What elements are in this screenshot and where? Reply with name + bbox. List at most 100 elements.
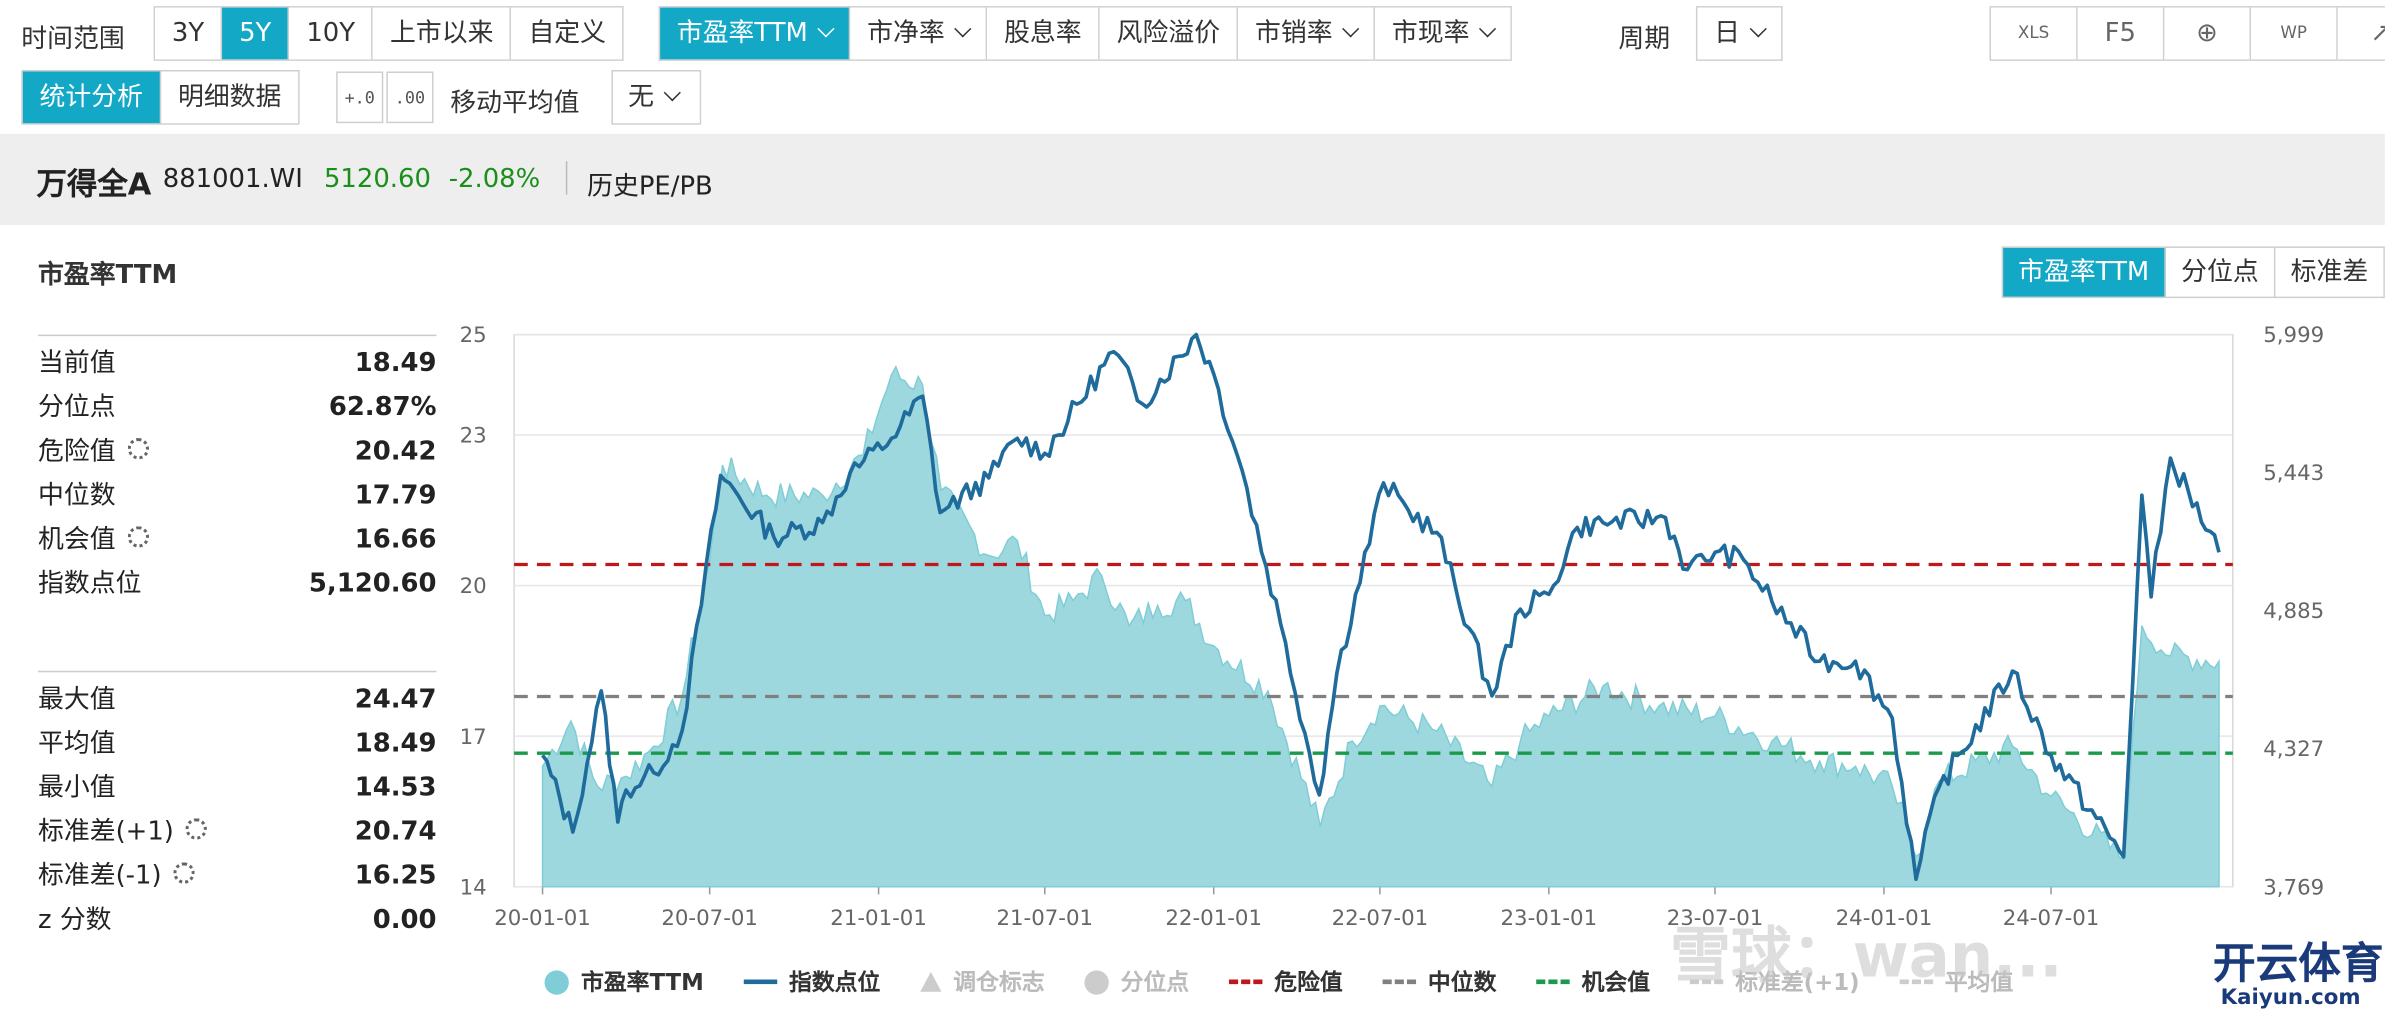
metric-button-1[interactable]: 市净率 <box>850 7 988 60</box>
x-tick-label: 21-01-01 <box>830 906 927 931</box>
gear-icon[interactable] <box>127 438 150 460</box>
wp-export-icon[interactable]: WP <box>2251 7 2338 60</box>
index-code: 881001.WI <box>162 164 303 195</box>
analysis-panel: 市盈率TTM 市盈率TTM 分位点 标准差 当前值 18.49 分位点 62.87% 危险值… <box>15 225 2385 1031</box>
stat-label: 标准差(+1) <box>38 811 208 855</box>
stat-label: 指数点位 <box>38 568 142 600</box>
legend-item[interactable]: 中位数 <box>1382 966 1496 998</box>
metric-label: 市现率 <box>1391 18 1470 49</box>
stat-label: 最大值 <box>38 684 116 715</box>
stat-row: 平均值 18.49 <box>38 722 437 766</box>
range-button-3[interactable]: 上市以来 <box>373 7 512 60</box>
stat-row: 最大值 24.47 <box>38 678 437 722</box>
legend-dash-icon <box>1899 979 1933 985</box>
legend-dash-icon <box>1382 979 1416 985</box>
range-button-4[interactable]: 自定义 <box>511 7 623 60</box>
ma-select-value[interactable]: 无 <box>612 71 700 124</box>
legend-label: 危险值 <box>1274 968 1343 997</box>
period-select-value[interactable]: 日 <box>1697 7 1782 60</box>
pe-chart: 14 17 20 23 25 3,769 4,327 4,885 5,443 5,999 20-01… <box>460 323 2325 931</box>
legend-dash-icon <box>1228 979 1263 985</box>
legend-item[interactable]: 市盈率TTM <box>544 966 704 998</box>
mode-tabs: 统计分析 明细数据 <box>21 69 300 125</box>
x-tick-label: 24-07-01 <box>2003 906 2100 931</box>
period-select[interactable]: 日 <box>1695 6 1783 61</box>
stat-row: 指数点位 5,120.60 <box>38 563 437 607</box>
time-range-label: 时间范围 <box>21 24 125 55</box>
decrease-decimal-icon[interactable]: .00 <box>386 71 434 124</box>
metric-group: 市盈率TTM 市净率 股息率 风险溢价 市销率 市现率 <box>658 6 1513 61</box>
index-line <box>541 332 2221 881</box>
xls-icon[interactable]: XLS <box>1990 7 2078 60</box>
index-header: 万得全A 881001.WI 5120.60 -2.08% 历史PE/PB <box>0 133 2385 226</box>
metric-label: 市净率 <box>867 18 945 49</box>
metric-button-5[interactable]: 市现率 <box>1375 7 1511 60</box>
stats-bottom: 最大值 24.47 平均值 18.49 最小值 14.53 标准差(+1) 20.74 标准差(… <box>38 670 437 943</box>
legend-item[interactable]: 指数点位 <box>743 966 880 998</box>
metric-button-4[interactable]: 市销率 <box>1238 7 1376 60</box>
stat-value: 20.42 <box>354 436 437 467</box>
add-icon[interactable]: ⊕ <box>2164 7 2252 60</box>
stat-value: 16.25 <box>354 860 437 892</box>
metric-button-3[interactable]: 风险溢价 <box>1099 7 1239 60</box>
range-button-2[interactable]: 10Y <box>289 7 374 60</box>
x-tick-label: 20-07-01 <box>661 906 758 931</box>
legend-line-icon <box>743 979 777 985</box>
metric-label: 股息率 <box>1004 18 1082 49</box>
mode-tab-1[interactable]: 明细数据 <box>161 71 299 124</box>
legend-item[interactable]: 标准差(+1) <box>1689 966 1860 998</box>
stat-value: 14.53 <box>354 772 437 804</box>
stat-row: 标准差(+1) 20.74 <box>38 811 437 855</box>
chevron-down-icon <box>1749 20 1767 38</box>
pe-ttm-area <box>541 365 2220 888</box>
share-icon[interactable]: ↗ <box>2337 7 2385 60</box>
range-button-1[interactable]: 5Y <box>222 7 290 60</box>
watermark-kaiyun: 开云体育 <box>2213 938 2384 989</box>
legend-item[interactable]: 调仓标志 <box>919 966 1045 998</box>
legend-item[interactable]: 平均值 <box>1899 966 2013 998</box>
chevron-down-icon <box>663 84 681 102</box>
legend-dash-icon <box>1689 979 1724 985</box>
index-change: -2.08% <box>448 164 541 195</box>
ma-select[interactable]: 无 <box>611 69 702 125</box>
chart-tab-0[interactable]: 市盈率TTM <box>2002 247 2166 297</box>
chevron-down-icon <box>954 20 972 38</box>
stat-row: 危险值 20.42 <box>38 430 437 474</box>
mode-tab-0[interactable]: 统计分析 <box>22 71 162 124</box>
increase-decimal-icon[interactable]: +.0 <box>336 71 384 124</box>
legend-item[interactable]: 危险值 <box>1228 966 1343 998</box>
stat-value: 5,120.60 <box>308 568 437 600</box>
f5-refresh-icon[interactable]: F5 <box>2077 7 2165 60</box>
metric-label: 市盈率TTM <box>676 18 808 49</box>
panel-title: 市盈率TTM <box>38 260 178 291</box>
gear-icon[interactable] <box>186 818 208 840</box>
legend-triangle-icon <box>919 971 942 992</box>
period-label: 周期 <box>1618 24 1671 55</box>
ma-label: 移动平均值 <box>450 88 580 119</box>
chart-tab-2[interactable]: 标准差 <box>2290 257 2369 288</box>
time-range-group: 3Y 5Y 10Y 上市以来 自定义 <box>153 6 625 61</box>
legend-item[interactable]: 机会值 <box>1535 966 1650 998</box>
legend-item[interactable]: 分位点 <box>1084 966 1189 998</box>
chart-tabs: 市盈率TTM 分位点 标准差 <box>2001 246 2385 299</box>
gear-icon[interactable] <box>127 526 150 548</box>
index-price: 5120.60 <box>323 164 431 195</box>
range-button-0[interactable]: 3Y <box>155 7 223 60</box>
history-pepb-link[interactable]: 历史PE/PB <box>587 171 713 203</box>
stats-top: 当前值 18.49 分位点 62.87% 危险值 20.42 中位数 17.79 机会值 16.6… <box>38 334 437 607</box>
stat-value: 24.47 <box>354 684 437 715</box>
stat-row: 机会值 16.66 <box>38 519 437 563</box>
stat-row: 中位数 17.79 <box>38 475 437 519</box>
y-left-tick-label: 23 <box>460 424 487 449</box>
y-left-tick-label: 20 <box>460 574 487 599</box>
gear-icon[interactable] <box>173 862 196 884</box>
stat-value: 16.66 <box>354 524 437 556</box>
metric-button-0[interactable]: 市盈率TTM <box>660 7 851 60</box>
x-tick-label: 23-07-01 <box>1667 906 1764 931</box>
watermark-xueqiu: 雪球：wan... <box>1670 921 2063 992</box>
metric-button-2[interactable]: 股息率 <box>987 7 1100 60</box>
chart-tab-1[interactable]: 分位点 <box>2166 247 2276 297</box>
stat-label: 平均值 <box>38 728 116 759</box>
